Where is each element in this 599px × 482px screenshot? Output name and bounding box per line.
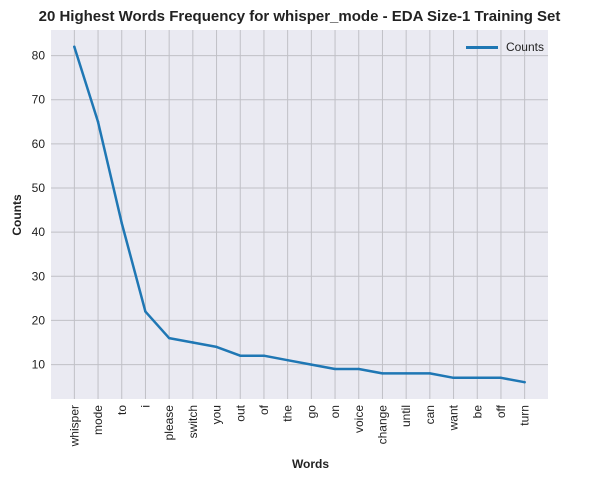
- x-tick-label: the: [281, 405, 295, 422]
- data-point: [310, 363, 313, 366]
- x-tick-label: can: [423, 405, 437, 424]
- data-point: [404, 372, 408, 375]
- data-point: [144, 310, 147, 313]
- x-tick-label: go: [304, 405, 318, 419]
- x-tick-label: to: [115, 405, 129, 415]
- chart-title: 20 Highest Words Frequency for whisper_m…: [38, 8, 561, 25]
- y-tick-label: 20: [32, 313, 46, 327]
- data-point: [167, 336, 171, 340]
- legend-label: Counts: [505, 40, 544, 54]
- x-tick-label: switch: [186, 405, 200, 438]
- x-tick-label: i: [138, 405, 152, 408]
- y-tick-label: 60: [32, 137, 46, 151]
- x-tick-label: you: [210, 405, 224, 424]
- data-point: [333, 367, 337, 371]
- x-axis-label: Words: [291, 457, 330, 471]
- data-point: [120, 222, 123, 225]
- x-tick-label: mode: [91, 405, 105, 435]
- legend: Counts: [465, 40, 544, 54]
- x-tick-label: change: [375, 405, 389, 445]
- data-point: [239, 354, 242, 357]
- data-point: [191, 341, 195, 344]
- data-point: [476, 376, 479, 380]
- x-tick-label: be: [470, 405, 484, 419]
- x-tick-label: voice: [352, 405, 366, 433]
- data-point: [96, 120, 100, 124]
- data-point: [428, 372, 432, 375]
- y-tick-label: 80: [32, 49, 46, 63]
- x-tick-label: want: [447, 404, 461, 431]
- legend-swatch: [465, 45, 498, 49]
- x-tick-label: on: [328, 405, 342, 418]
- data-point: [381, 372, 384, 375]
- data-point: [262, 354, 266, 357]
- y-tick-label: 50: [32, 181, 46, 195]
- data-point: [452, 376, 455, 380]
- series-line: [73, 45, 526, 384]
- y-tick-label: 10: [32, 358, 46, 372]
- data-point: [73, 45, 76, 48]
- x-tick-label: turn: [518, 405, 532, 426]
- y-tick-label: 40: [32, 225, 46, 239]
- data-point: [357, 367, 360, 371]
- x-tick-label: out: [233, 404, 247, 421]
- x-tick-label: of: [257, 404, 271, 415]
- plot-background: [51, 30, 548, 399]
- x-tick-label: whisper: [67, 405, 81, 447]
- x-tick-label: please: [162, 405, 176, 441]
- x-tick-label: off: [494, 404, 508, 418]
- y-tick-label: 70: [32, 93, 46, 107]
- data-point: [286, 358, 289, 362]
- data-point: [499, 376, 503, 380]
- y-tick-label: 30: [32, 269, 46, 283]
- x-tick-label: until: [399, 405, 413, 427]
- data-point: [523, 381, 526, 384]
- data-point: [215, 345, 218, 349]
